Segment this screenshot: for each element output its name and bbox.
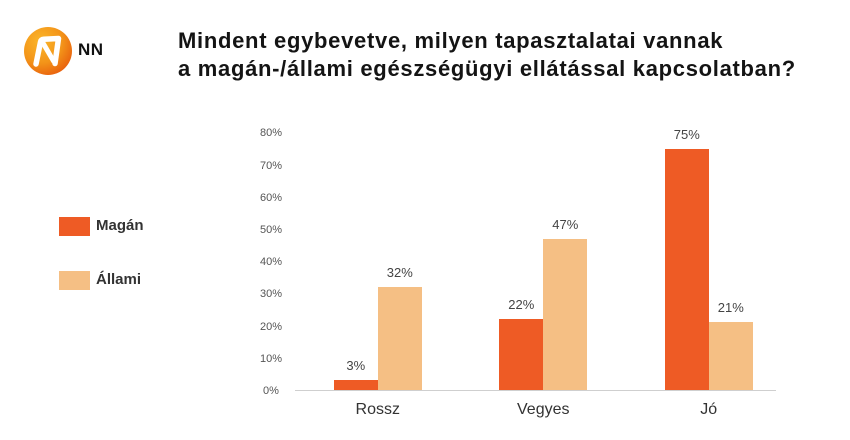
bar-value-label: 75% (673, 126, 700, 142)
nn-logo-icon (24, 27, 72, 75)
bar-value-label: 3% (346, 358, 366, 374)
y-tick-label: 60% (259, 191, 283, 204)
y-tick-label: 20% (259, 320, 283, 333)
bar-jo-magan (664, 148, 709, 390)
y-tick-label: 80% (259, 127, 283, 140)
x-category-label-jo: Jó (700, 401, 718, 418)
bar-rossz-allami (377, 286, 422, 390)
logo-text: NN (78, 40, 104, 59)
bar-value-label: 22% (508, 297, 535, 313)
bar-value-label: 21% (717, 300, 744, 316)
chart-title-line-2: a magán-/állami egészségügyi ellátással … (178, 56, 796, 81)
legend-label-allami: Állami (96, 271, 142, 288)
legend-swatch-allami (59, 271, 90, 290)
bar-value-label: 32% (386, 264, 413, 280)
bar-rossz-magan (333, 380, 378, 390)
legend-label-magan: Magán (96, 217, 144, 234)
y-tick-label: 30% (259, 288, 283, 301)
x-category-label-vegyes: Vegyes (517, 401, 570, 418)
x-category-label-rossz: Rossz (355, 401, 400, 418)
y-tick-label: 40% (259, 256, 283, 269)
y-tick-label: 0% (263, 385, 279, 397)
bar-value-label: 47% (552, 216, 579, 232)
y-tick-label: 70% (259, 159, 283, 172)
chart-title: Mindent egybevetve, milyen tapasztalatai… (178, 27, 796, 83)
bar-jo-allami (708, 322, 753, 390)
x-axis-line (295, 390, 776, 391)
bar-vegyes-magan (499, 319, 544, 390)
y-tick-label: 10% (259, 352, 283, 365)
legend-swatch-magan (59, 217, 90, 236)
bar-vegyes-allami (543, 238, 588, 390)
chart-title-line-1: Mindent egybevetve, milyen tapasztalatai… (178, 28, 724, 53)
y-tick-label: 50% (259, 224, 283, 236)
